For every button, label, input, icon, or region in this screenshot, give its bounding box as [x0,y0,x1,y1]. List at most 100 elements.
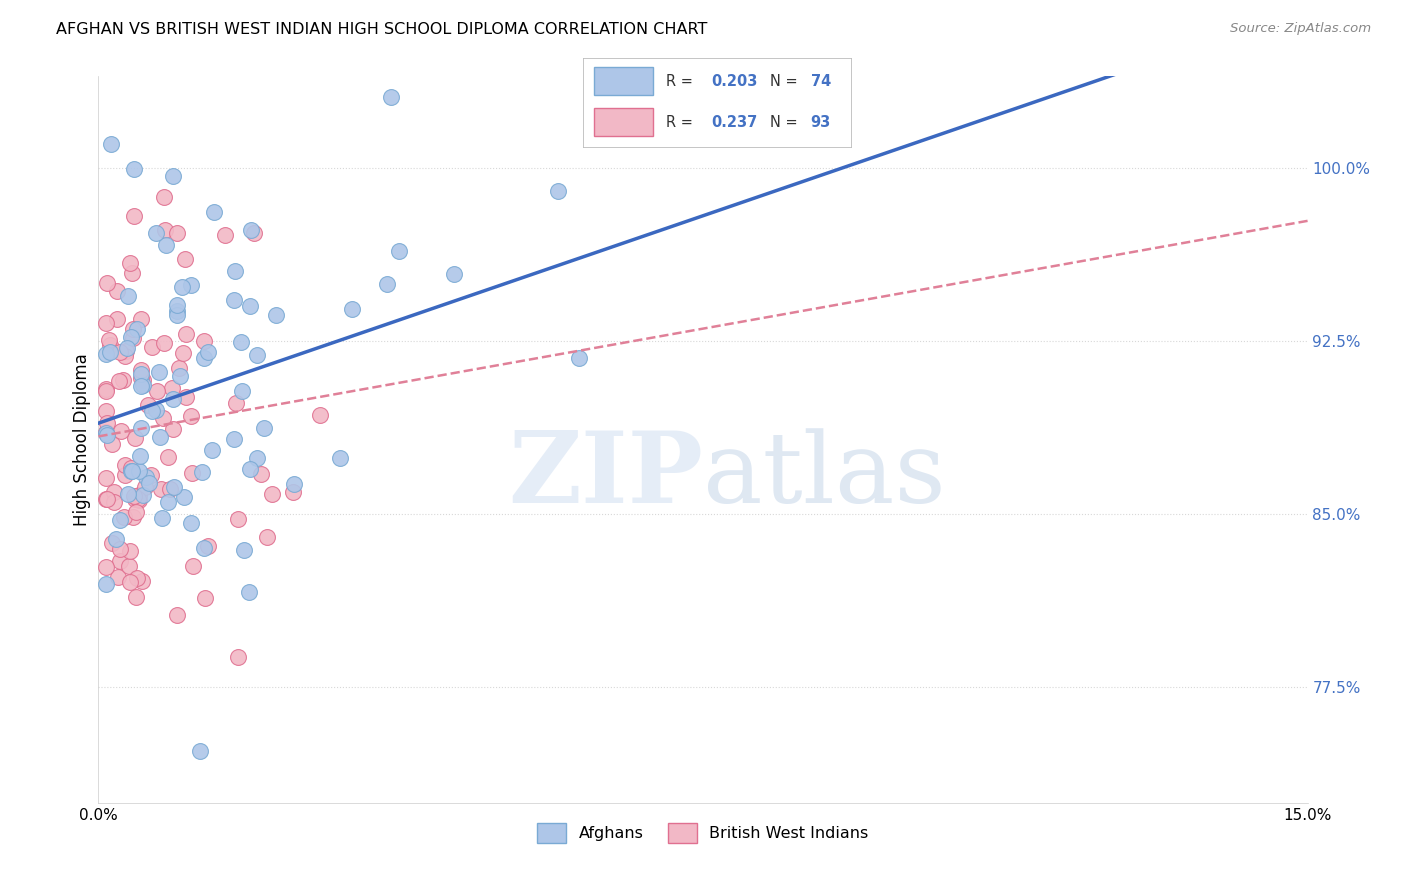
Point [224,263,246,277]
Point [194,591,217,605]
Point [122,510,145,524]
Point [132,378,155,392]
Point [135,469,157,483]
Point [117,486,139,500]
Text: N =: N = [770,74,799,88]
Point [181,466,204,480]
Point [162,422,184,436]
Point [125,571,148,585]
Point [173,490,195,504]
Point [197,345,219,359]
Text: AFGHAN VS BRITISH WEST INDIAN HIGH SCHOOL DIPLOMA CORRELATION CHART: AFGHAN VS BRITISH WEST INDIAN HIGH SCHOO… [56,22,707,37]
Point [131,362,153,376]
Point [96,316,118,330]
Bar [595,108,652,136]
Point [225,396,247,410]
Text: R =: R = [666,115,693,129]
Point [166,303,188,318]
Point [128,488,150,502]
Point [202,205,225,219]
Point [229,334,252,349]
Point [120,330,142,344]
Point [148,365,170,379]
Point [114,467,136,482]
Point [155,237,177,252]
Point [238,585,260,599]
Point [105,284,128,298]
Point [105,312,128,326]
Point [118,543,141,558]
Point [214,227,236,242]
Point [129,367,152,381]
Point [121,465,143,479]
Point [98,338,121,352]
Point [197,539,219,553]
Point [232,543,254,558]
Point [131,311,153,326]
Point [132,373,155,387]
Point [181,558,204,573]
Point [253,421,276,435]
Point [114,349,136,363]
Point [375,277,398,292]
Point [201,442,224,457]
Point [180,516,202,531]
Point [115,343,138,358]
Point [250,467,273,482]
Point [96,427,118,442]
Point [141,404,163,418]
Point [96,492,118,507]
Point [166,607,188,622]
Point [128,493,150,508]
Point [98,345,121,359]
Point [146,384,169,398]
Point [118,575,141,590]
Point [162,392,184,406]
Point [342,301,364,316]
Point [226,649,249,664]
Point [121,266,143,280]
Point [141,340,163,354]
Point [193,334,215,349]
Point [156,450,179,464]
Point [150,511,173,525]
Point [174,327,197,342]
Text: Source: ZipAtlas.com: Source: ZipAtlas.com [1230,22,1371,36]
Point [239,299,262,313]
Point [96,491,118,506]
Point [242,227,264,241]
Point [127,491,149,506]
Point [547,185,569,199]
Point [262,487,284,501]
Point [96,425,118,439]
Point [110,513,132,527]
Text: N =: N = [770,115,799,129]
Point [153,223,176,237]
Point [108,344,131,359]
Bar [595,67,652,95]
Text: ZIP: ZIP [508,427,703,524]
Point [131,371,153,385]
Point [122,331,145,345]
Legend: Afghans, British West Indians: Afghans, British West Indians [531,817,875,849]
Point [145,226,167,240]
Point [103,484,125,499]
Point [107,570,129,584]
Point [172,346,194,360]
Point [134,480,156,494]
Point [167,360,190,375]
Y-axis label: High School Diploma: High School Diploma [73,353,91,525]
Point [131,379,153,393]
Point [256,529,278,543]
Point [96,560,118,574]
Point [114,458,136,472]
Point [149,430,172,444]
Point [267,29,290,44]
Point [112,509,135,524]
Point [163,480,186,494]
Point [128,464,150,478]
Point [96,384,118,398]
Point [110,554,132,568]
Point [120,255,142,269]
Point [388,244,411,258]
